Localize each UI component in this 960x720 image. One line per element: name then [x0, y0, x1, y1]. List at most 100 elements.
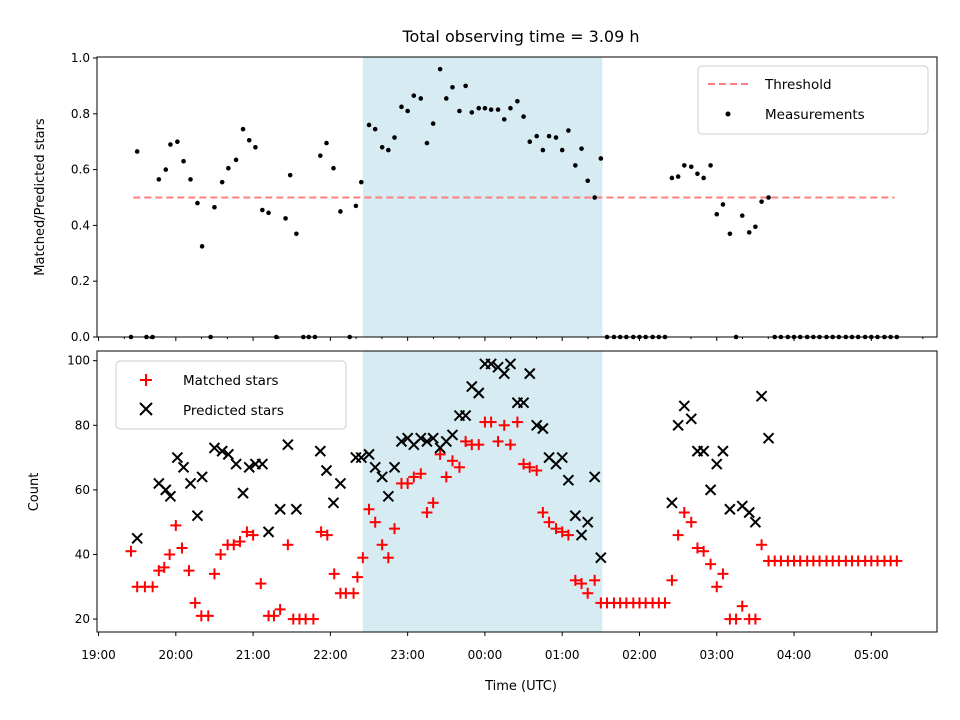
predicted-star-marker [208, 442, 221, 454]
measurement-point [708, 163, 713, 168]
measurement-point [469, 110, 475, 115]
measurement-point [559, 147, 565, 153]
measurement-point [195, 200, 200, 206]
matched-star-marker [659, 597, 671, 609]
measurement-point [482, 105, 488, 111]
matched-star-marker [234, 536, 246, 548]
matched-star-marker [202, 610, 214, 622]
matched-star-marker [582, 587, 594, 599]
predicted-star-marker [562, 474, 575, 486]
matched-star-marker [556, 526, 568, 538]
predicted-star-marker [537, 422, 549, 435]
predicted-star-marker [191, 510, 204, 522]
matched-star-marker [576, 578, 588, 590]
x-tick-label: 00:00 [468, 648, 503, 662]
legend-threshold-label: Threshold [764, 77, 832, 93]
predicted-star-marker [282, 438, 294, 451]
measurement-point [443, 96, 449, 101]
x-tick-label: 22:00 [313, 648, 348, 662]
matched-star-marker [446, 455, 458, 467]
measurement-point [573, 163, 578, 168]
measurement-point [134, 149, 140, 154]
predicted-star-marker [177, 461, 190, 473]
predicted-star-marker [290, 503, 303, 515]
matched-star-marker [543, 516, 555, 528]
predicted-star-marker [355, 451, 367, 464]
matched-star-marker [717, 568, 729, 580]
predicted-star-marker [171, 451, 184, 464]
top-y-tick-label: 0.2 [71, 274, 90, 288]
chart-title: Total observing time = 3.09 h [401, 27, 639, 46]
measurement-point [199, 244, 205, 249]
measurement-point [294, 231, 299, 237]
bottom-y-axis-label: Count [27, 473, 42, 512]
predicted-star-marker [717, 445, 729, 457]
measurement-point [450, 84, 455, 90]
measurement-point [714, 211, 720, 217]
predicted-star-marker [196, 471, 208, 483]
predicted-star-marker [672, 419, 684, 431]
top-y-tick-label: 0.8 [71, 107, 90, 121]
top-y-axis-label: Matched/Predicted stars [33, 118, 48, 276]
top-panel: 0.0 0.2 0.4 0.6 0.8 1.0 Matched/Predicted sta… [33, 51, 938, 344]
measurement-point [287, 172, 293, 178]
predicted-star-marker [262, 526, 275, 538]
measurement-point [675, 174, 681, 179]
measurement-point [488, 107, 494, 112]
matched-star-marker [504, 439, 516, 451]
x-tick-label: 02:00 [622, 648, 657, 662]
measurement-point [592, 195, 597, 200]
measurement-point [508, 105, 513, 111]
measurement-point [163, 167, 169, 172]
measurement-point [766, 195, 771, 200]
predicted-star-marker [415, 432, 427, 444]
matched-star-marker [158, 561, 170, 573]
matched-star-marker [315, 526, 327, 538]
predicted-star-marker [446, 429, 459, 441]
matched-star-marker [307, 613, 319, 625]
bottom-y-tick-label: 60 [75, 483, 90, 497]
measurement-point [553, 135, 559, 140]
predicted-star-marker [427, 432, 439, 444]
matched-star-marker [511, 416, 523, 428]
top-y-tick-label: 0.6 [71, 163, 90, 177]
bottom-axes-frame [96, 350, 938, 633]
measurement-point [175, 139, 180, 144]
measurement-point [739, 213, 745, 218]
predicted-star-marker [678, 400, 691, 412]
bottom-y-tick-label: 20 [75, 612, 90, 626]
predicted-star-marker [711, 458, 723, 470]
matched-star-marker [891, 555, 903, 567]
predicted-star-marker [588, 471, 601, 483]
predicted-star-marker [216, 445, 228, 457]
measurement-point [266, 210, 271, 216]
legend-measurements-swatch [725, 111, 731, 117]
measurement-point [219, 179, 225, 185]
matched-star-marker [389, 523, 401, 535]
matched-star-marker [421, 506, 433, 518]
measurement-point [212, 204, 217, 210]
matched-star-marker [473, 439, 485, 451]
predicted-star-marker [350, 451, 362, 464]
predicted-star-marker [575, 529, 588, 541]
matched-star-marker [170, 519, 182, 531]
measurement-point [585, 178, 591, 184]
matched-star-marker [415, 468, 427, 480]
matched-star-marker [749, 613, 761, 625]
measurement-point [669, 175, 675, 181]
x-axis-label: Time (UTC) [484, 679, 557, 694]
measurement-point [476, 105, 482, 111]
bottom-panel: 20 40 60 80 100 19:00 20:00 21:00 22:00 23:00 00:… [27, 350, 938, 694]
x-tick-label: 04:00 [777, 648, 812, 662]
matched-star-marker [228, 539, 240, 551]
x-tick-label: 03:00 [699, 648, 734, 662]
matched-star-marker [363, 503, 375, 515]
legend-predicted-swatch [139, 402, 153, 416]
predicted-star-marker [473, 387, 485, 399]
matched-star-marker [678, 506, 690, 518]
predicted-star-marker [256, 458, 269, 470]
measurement-point [405, 108, 410, 114]
predicted-star-marker [504, 358, 517, 370]
measurement-point [366, 122, 372, 128]
